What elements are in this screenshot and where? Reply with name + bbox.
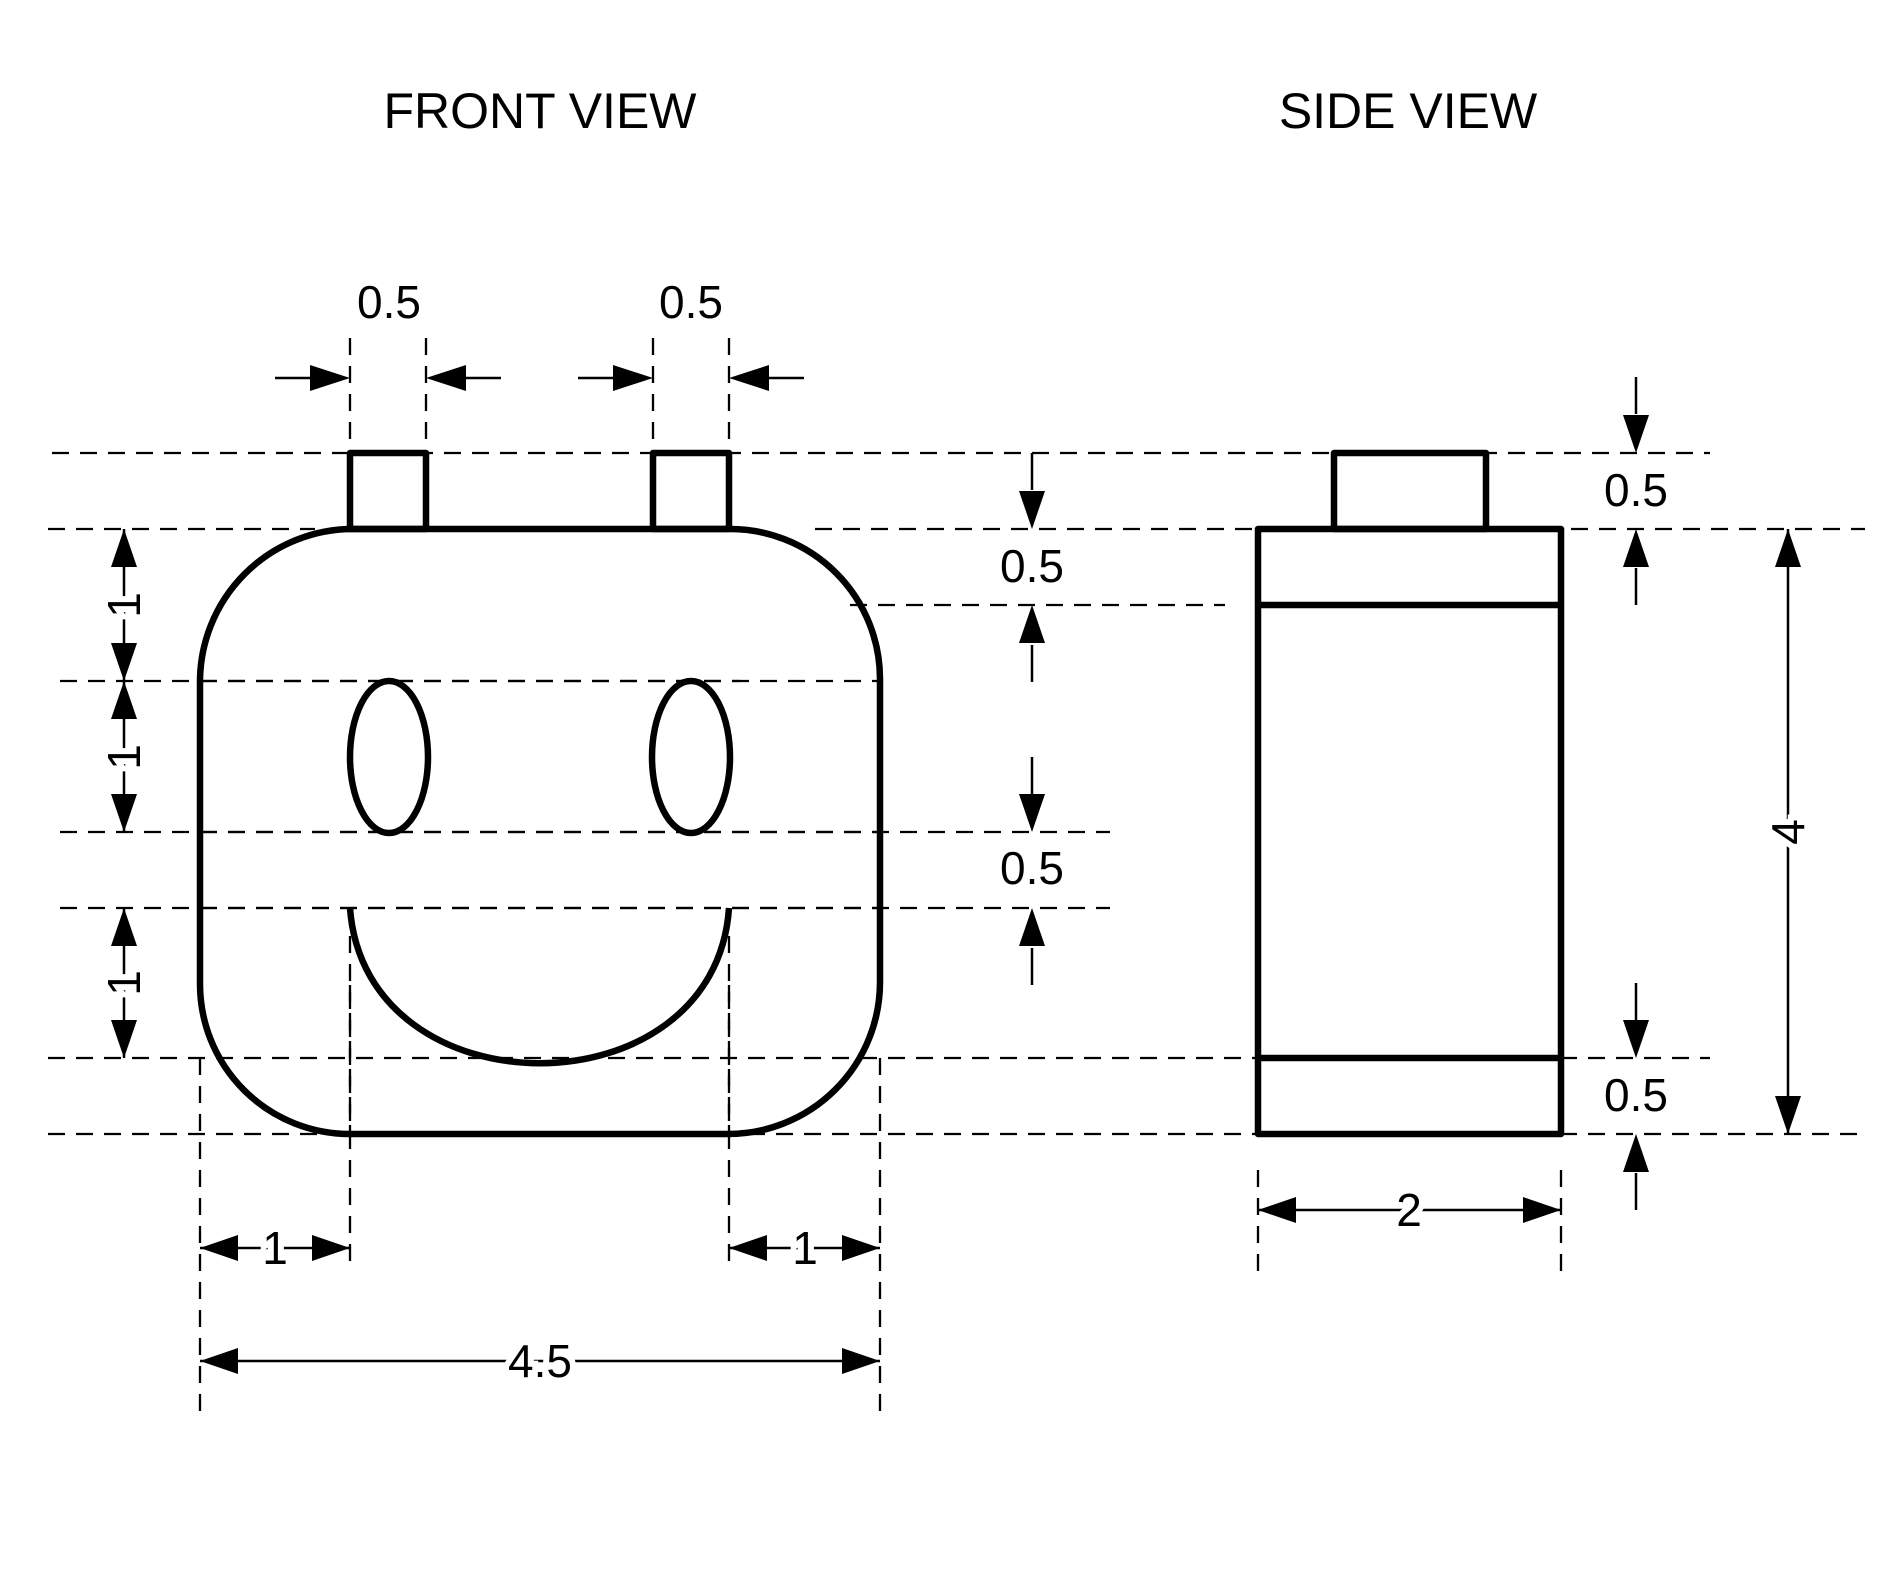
arrowhead (111, 1020, 137, 1058)
dim-front-tab-left: 0.5 (357, 276, 421, 328)
dim-left-upper-1: 1 (98, 592, 150, 618)
smile-mouth (346, 907, 733, 1067)
arrowhead (1623, 415, 1649, 453)
arrowhead (111, 681, 137, 719)
dim-front-tab-right: 0.5 (659, 276, 723, 328)
dim-side-height: 4 (1762, 819, 1814, 845)
arrowhead (1623, 1134, 1649, 1172)
arrowhead (842, 1235, 880, 1261)
arrowhead (1623, 529, 1649, 567)
arrowhead (1019, 491, 1045, 529)
side-tab (1330, 449, 1490, 533)
arrowhead (729, 365, 769, 391)
arrowhead (111, 529, 137, 567)
left-eye (346, 677, 432, 837)
dim-front-eye-mouth-gap: 0.5 (1000, 842, 1064, 894)
arrowhead (1019, 605, 1045, 643)
arrowhead (310, 365, 350, 391)
arrowhead (729, 1235, 767, 1261)
front-tab-right (649, 449, 733, 533)
arrowhead (200, 1348, 238, 1374)
dim-side-tab-height: 0.5 (1604, 464, 1668, 516)
dim-left-lower: 1 (98, 970, 150, 996)
arrowhead (111, 908, 137, 946)
extension-lines (48, 338, 1865, 1422)
arrowhead (111, 794, 137, 832)
front-view-title: FRONT VIEW (384, 83, 698, 139)
front-hidden-lines (200, 679, 880, 1134)
front-view (196, 449, 884, 1138)
side-view-title: SIDE VIEW (1279, 83, 1538, 139)
dim-side-width: 2 (1396, 1184, 1422, 1236)
arrowhead (842, 1348, 880, 1374)
dim-left-upper-2: 1 (98, 744, 150, 770)
front-tab-left (346, 449, 430, 533)
arrowhead (200, 1235, 238, 1261)
dim-bottom-right-1: 1 (792, 1222, 818, 1274)
arrowhead (1523, 1197, 1561, 1223)
dim-bottom-left-1: 1 (262, 1222, 288, 1274)
dim-total-width: 4.5 (508, 1335, 572, 1387)
labels: FRONT VIEW SIDE VIEW 0.5 0.5 0.5 0.5 1 1… (92, 83, 1820, 1393)
right-eye (648, 677, 734, 837)
arrowhead (312, 1235, 350, 1261)
dim-front-forehead: 0.5 (1000, 540, 1064, 592)
dimension-lines (111, 365, 1801, 1374)
arrowhead (1019, 908, 1045, 946)
arrowhead (1623, 1020, 1649, 1058)
arrowhead (1019, 794, 1045, 832)
arrowhead (1775, 1096, 1801, 1134)
side-body (1254, 525, 1565, 1138)
arrowhead (1775, 529, 1801, 567)
arrowhead (111, 643, 137, 681)
arrowhead (1258, 1197, 1296, 1223)
dim-side-bottom-band: 0.5 (1604, 1069, 1668, 1121)
front-body-outline (196, 525, 884, 1138)
arrowhead (426, 365, 466, 391)
arrowhead (613, 365, 653, 391)
side-view (1254, 449, 1565, 1138)
